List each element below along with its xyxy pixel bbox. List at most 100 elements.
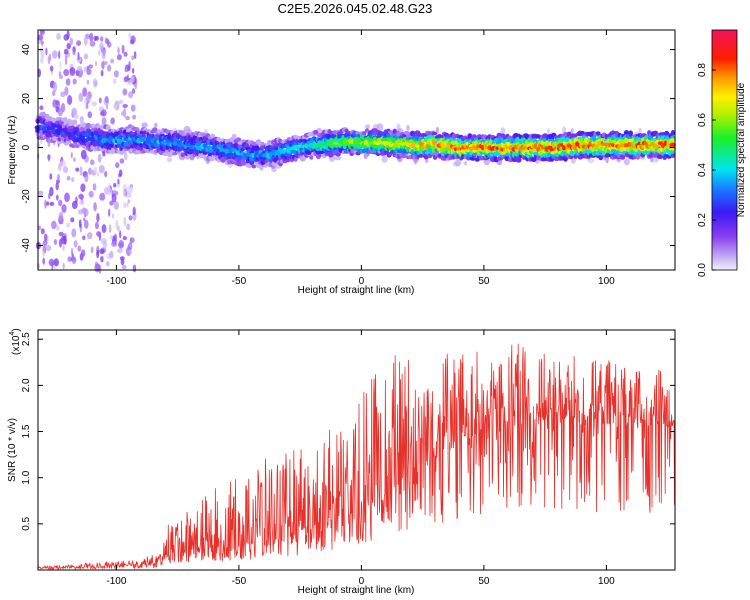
snr-y-tick-label: 2.5 — [21, 332, 32, 346]
spectrogram-noise-cell — [63, 69, 70, 77]
spectrogram-noise-cell — [121, 264, 127, 270]
spectrogram-noise-cell — [92, 183, 97, 191]
spectrogram-noise-cell — [89, 40, 96, 47]
snr-series-line — [37, 343, 675, 571]
spectrogram-noise-cell — [122, 236, 128, 241]
spectrogram-noise-cell — [88, 64, 94, 69]
spectrogram-noise-cell — [66, 222, 71, 228]
spectrogram-noise-cell — [123, 187, 126, 198]
spectrogram-noise-cell — [121, 44, 125, 54]
spectrogram-noise-cell — [72, 78, 77, 85]
spectrogram-noise-cell — [90, 246, 94, 254]
spectrogram-noise-cell — [71, 200, 78, 210]
spectrogram-noise-cell — [104, 171, 108, 178]
snr-y-tick-label: 1.5 — [21, 424, 32, 438]
spectrogram-noise-cell — [42, 257, 45, 265]
spectrogram-noise-cell — [58, 211, 64, 222]
spectrogram-ridge-cell — [313, 129, 319, 135]
spectrogram-noise-cell — [79, 200, 85, 206]
spectrogram-noise-cloud — [35, 29, 663, 274]
snr-multiplier-exponent: 4 — [9, 332, 16, 336]
spectrogram-noise-cell — [48, 192, 51, 200]
spectrogram-noise-cell — [116, 248, 123, 254]
spectrogram-noise-cell — [95, 35, 99, 41]
spectrogram-noise-cell — [40, 139, 43, 144]
spectrogram-noise-cell — [55, 194, 59, 201]
spectrogram-noise-cell — [123, 202, 127, 209]
spectrogram-noise-cell — [123, 51, 128, 57]
spectrogram-noise-cell — [118, 173, 121, 178]
spectrogram-noise-cell — [71, 256, 77, 265]
spectrogram-noise-cell — [71, 177, 75, 183]
spectrogram-noise-cell — [113, 201, 120, 210]
spectrogram-noise-cell — [122, 104, 128, 108]
snr-y-axis: 0.5 1.0 1.5 2.0 2.5 — [21, 332, 675, 531]
spectrogram-noise-cell — [47, 55, 51, 65]
spectrogram-ridge-cell — [500, 133, 506, 138]
spectrogram-noise-cell — [45, 47, 48, 56]
spectrogram-noise-cell — [48, 258, 55, 266]
spectrogram-noise-cell — [132, 114, 137, 120]
spectrogram-noise-cell — [91, 101, 97, 106]
spectrogram-ridge-cell — [67, 118, 72, 123]
spectrogram-noise-cell — [86, 79, 90, 85]
spectrogram-noise-cell — [100, 61, 105, 69]
colorbar-label: Normalized spectral amplitude — [736, 82, 747, 217]
spectrogram-noise-cell — [69, 37, 74, 46]
spectrogram-y-tick-label: 40 — [21, 44, 32, 56]
spectrogram-noise-cell — [118, 240, 125, 249]
spectrogram-ridge-cell — [619, 146, 624, 153]
spectrogram-halo-cell — [381, 155, 388, 163]
spectrogram-noise-cell — [42, 250, 45, 258]
spectrogram-noise-cell — [93, 202, 97, 212]
spectrogram-noise-cell — [102, 241, 108, 249]
spectrogram-noise-cell — [52, 90, 56, 97]
spectrogram-noise-cell — [126, 201, 129, 208]
spectrogram-ridge-cell — [200, 132, 206, 137]
colorbar-tick-label: 0.4 — [697, 163, 708, 177]
snr-multiplier: (x104) — [9, 328, 22, 355]
spectrogram-noise-cell — [123, 152, 128, 161]
spectrogram-noise-cell — [89, 32, 94, 42]
spectrogram-ridge-cell — [431, 131, 438, 136]
spectrogram-noise-cell — [130, 104, 136, 112]
spectrogram-ridge-cell — [251, 164, 257, 169]
spectrogram-x-axis: -100 -50 0 50 100 — [106, 30, 615, 287]
spectrogram-halo-cell — [141, 122, 148, 128]
spectrogram-noise-cell — [127, 199, 131, 204]
spectrogram-noise-cell — [94, 221, 99, 230]
spectrogram-noise-cell — [64, 192, 70, 203]
spectrogram-noise-cell — [37, 190, 44, 196]
spectrogram-ridge-cell — [628, 130, 633, 136]
colorbar-ticks: 0.0 0.2 0.4 0.6 0.8 — [697, 63, 716, 277]
spectrogram-noise-cell — [124, 67, 128, 73]
spectrogram-noise-cell — [42, 240, 48, 247]
snr-x-tick-label: -100 — [106, 576, 126, 587]
spectrogram-noise-cell — [104, 95, 109, 104]
spectrogram-noise-cell — [128, 91, 134, 99]
spectrogram-noise-cell — [131, 68, 135, 74]
spectrogram-noise-cell — [84, 98, 87, 107]
spectrogram-ridge-cell — [670, 153, 676, 158]
spectrogram-noise-cell — [115, 162, 120, 169]
spectrogram-noise-cell — [90, 159, 95, 166]
spectrogram-noise-cell — [133, 51, 137, 60]
spectrogram-noise-cell — [62, 245, 65, 251]
spectrogram-noise-cell — [83, 53, 89, 60]
spectrogram-noise-cell — [111, 240, 118, 247]
spectrogram-halo-cell — [587, 158, 595, 164]
spectrogram-noise-cell — [70, 152, 73, 159]
spectrogram-noise-cell — [61, 102, 66, 113]
spectrogram-noise-cell — [119, 256, 125, 261]
spectrogram-noise-cell — [134, 84, 138, 90]
spectrogram-noise-cell — [99, 111, 105, 116]
spectrogram-halo-cell — [546, 128, 550, 134]
spectrogram-noise-cell — [58, 231, 64, 237]
spectrogram-noise-cell — [88, 167, 92, 175]
spectrogram-noise-cell — [76, 40, 82, 46]
spectrogram-noise-cell — [58, 71, 62, 77]
spectrogram-ridge-cell — [39, 112, 46, 117]
spectrogram-noise-cell — [69, 67, 76, 76]
spectrogram-noise-cell — [117, 47, 120, 55]
spectrogram-halo-cell — [623, 158, 631, 166]
